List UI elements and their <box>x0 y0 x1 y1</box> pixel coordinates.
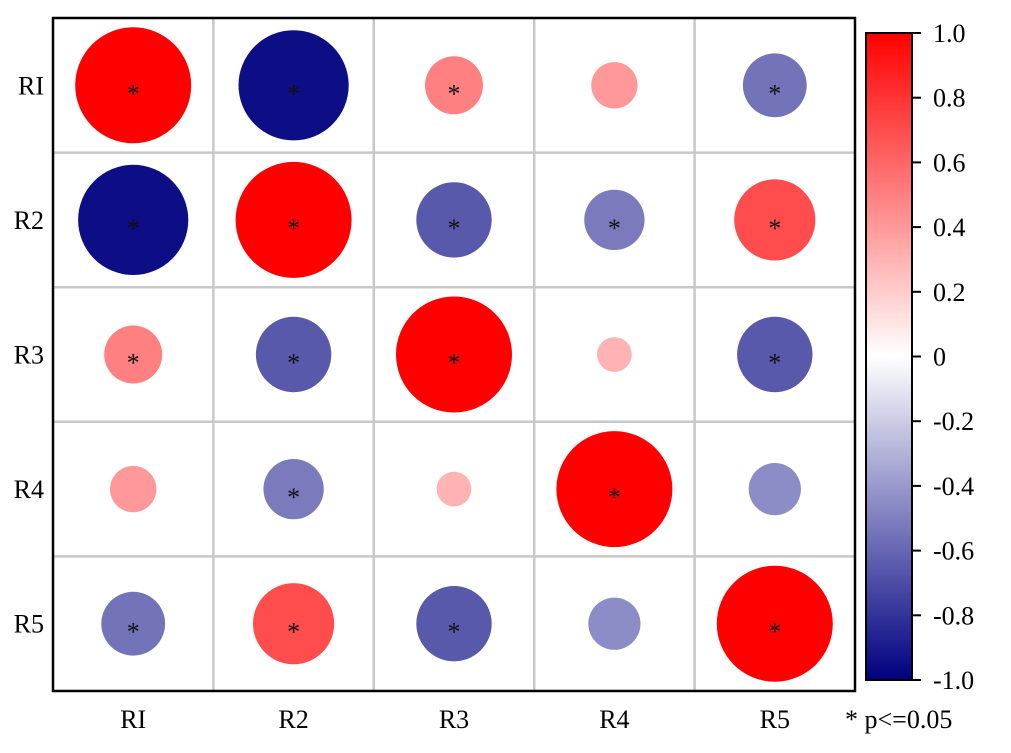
row-label: RI <box>18 71 44 100</box>
significance-star: * <box>768 79 781 108</box>
significance-star: * <box>448 79 461 108</box>
row-label: R5 <box>14 610 44 639</box>
column-label: R2 <box>278 705 308 734</box>
significance-note: * p<=0.05 <box>845 705 952 734</box>
column-label: R5 <box>760 705 790 734</box>
colorbar-tick-label: -0.2 <box>933 407 974 436</box>
correlation-circle-1-1 <box>75 27 192 144</box>
colorbar-tick-label: 0 <box>933 343 946 372</box>
significance-star: * <box>768 349 781 378</box>
correlation-circle-5-5 <box>716 565 833 682</box>
correlation-circle-1-2 <box>238 30 349 141</box>
significance-star: * <box>287 349 300 378</box>
correlation-circle-3-3 <box>396 296 512 413</box>
significance-star: * <box>127 349 140 378</box>
correlation-circle-1-5 <box>742 53 807 118</box>
correlation-circle-5-3 <box>416 586 492 662</box>
colorbar-tick-label: 0.2 <box>933 278 966 307</box>
column-label: R4 <box>599 705 629 734</box>
colorbar-tick-label: 0.8 <box>933 84 966 113</box>
colorbar-tick-label: -1.0 <box>933 666 974 695</box>
colorbar-tick-label: -0.8 <box>933 601 974 630</box>
correlation-circle-3-5 <box>737 316 813 393</box>
significance-star: * <box>287 79 300 108</box>
colorbar <box>865 32 913 681</box>
significance-star: * <box>768 214 781 243</box>
colorbar-tick-label: 0.4 <box>933 213 966 242</box>
correlation-circle-3-4 <box>597 337 632 372</box>
significance-star: * <box>448 214 461 243</box>
plot-frame <box>51 16 857 693</box>
correlation-circle-4-2 <box>263 458 324 520</box>
correlation-circle-2-1 <box>78 164 189 275</box>
correlation-circle-1-3 <box>425 56 483 115</box>
grid-lines <box>53 18 855 691</box>
significance-star: * <box>127 79 140 108</box>
significance-star: * <box>287 618 300 647</box>
correlation-circle-4-4 <box>556 431 673 548</box>
significance-star: * <box>127 214 140 243</box>
correlation-circle-3-2 <box>255 316 332 393</box>
column-labels: RI R2 R3 R4 R5 <box>120 705 790 734</box>
correlation-circle-5-1 <box>101 591 166 656</box>
significance-star: * <box>287 214 300 243</box>
row-label: R4 <box>14 475 44 504</box>
colorbar-tick-label: -0.6 <box>933 537 974 566</box>
correlation-circle-2-5 <box>734 179 816 261</box>
significance-star: * <box>608 483 621 512</box>
row-label: R2 <box>14 206 44 235</box>
correlation-circle-4-1 <box>110 465 157 513</box>
column-label: RI <box>120 705 146 734</box>
colorbar-tick-label: 1.0 <box>933 19 966 48</box>
correlation-cells: * * * * * * * * * * * * * * * * * * * <box>75 27 833 682</box>
significance-star: * <box>127 618 140 647</box>
significance-star: * <box>448 349 461 378</box>
correlation-circle-2-2 <box>235 161 352 278</box>
column-label: R3 <box>439 705 469 734</box>
significance-star: * <box>608 214 621 243</box>
correlation-circle-5-2 <box>253 583 335 665</box>
correlation-circle-4-3 <box>436 471 472 507</box>
correlation-circle-2-3 <box>416 182 492 258</box>
correlation-circle-2-4 <box>584 189 645 251</box>
correlation-circle-3-1 <box>104 325 163 384</box>
significance-star: * <box>768 618 781 647</box>
colorbar-tick-label: 0.6 <box>933 148 966 177</box>
colorbar-tick-label: -0.4 <box>933 472 974 501</box>
correlation-circle-4-5 <box>748 463 801 516</box>
colorbar-ticks: 1.0 0.8 0.6 0.4 0.2 0 -0.2 -0.4 -0.6 -0.8 -1.0 <box>912 19 974 695</box>
significance-star: * <box>287 483 300 512</box>
row-labels: RI R2 R3 R4 R5 <box>14 71 44 638</box>
correlation-circle-1-4 <box>591 62 638 109</box>
correlation-circle-5-4 <box>588 597 641 650</box>
row-label: R3 <box>14 341 44 370</box>
significance-star: * <box>448 618 461 647</box>
